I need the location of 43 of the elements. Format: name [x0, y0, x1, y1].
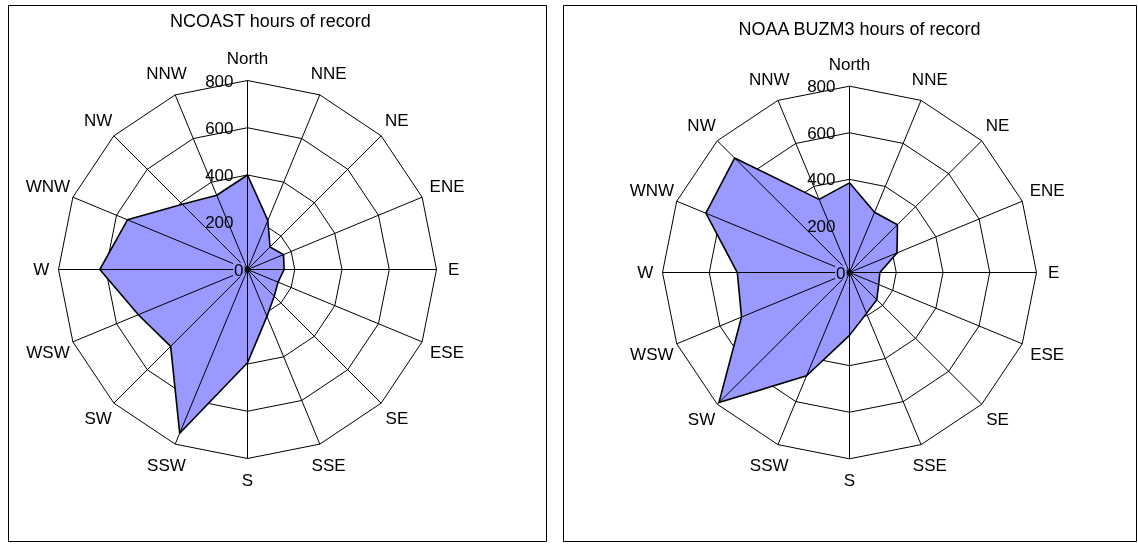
spoke-label: NW: [687, 115, 716, 135]
spoke-label: SSE: [311, 455, 346, 475]
spoke-label: NNW: [146, 64, 187, 84]
y-tick-label: 800: [807, 77, 836, 97]
spoke-label: WSW: [630, 344, 674, 364]
spoke-label: NNW: [748, 69, 790, 89]
spoke-label: ESE: [430, 342, 465, 362]
spoke-label: E: [1048, 263, 1060, 282]
spoke-label: WNW: [629, 181, 675, 201]
y-tick-label: 600: [205, 118, 234, 138]
spoke-label: SW: [84, 409, 112, 429]
spoke-label: S: [843, 471, 856, 491]
chart-title: NOAA BUZM3 hours of record: [738, 19, 981, 40]
spoke-label: SE: [986, 410, 1009, 430]
spoke-label: SSW: [147, 455, 186, 475]
spoke-label: SE: [385, 409, 409, 429]
spoke-label: North: [226, 49, 269, 68]
spoke-label: ENE: [429, 177, 465, 197]
spoke-label: WSW: [26, 342, 70, 362]
spoke-label: W: [637, 263, 654, 282]
y-tick-label: 800: [205, 71, 234, 91]
spoke-label: S: [241, 471, 254, 490]
chart-title: NCOAST hours of record: [169, 10, 371, 31]
spoke-label: SSW: [749, 456, 789, 476]
y-tick-label: 400: [205, 166, 234, 185]
spoke-label: NNE: [310, 64, 347, 84]
spoke-label: NW: [83, 110, 113, 130]
spoke-label: WNW: [25, 177, 71, 197]
spoke-label: NNE: [911, 69, 948, 89]
spoke-label: W: [33, 260, 50, 279]
spoke-label: NE: [985, 115, 1010, 135]
spoke-label: SSE: [912, 456, 947, 476]
y-tick-label: 200: [807, 216, 836, 236]
spoke-label: North: [828, 54, 871, 74]
y-tick-label: 0: [234, 260, 244, 280]
y-tick-label: 0: [836, 263, 846, 283]
spoke-label: ENE: [1029, 181, 1065, 201]
spoke-label: SW: [687, 410, 716, 430]
spoke-label: NE: [385, 110, 409, 130]
y-tick-label: 200: [205, 213, 234, 233]
spoke-label: E: [448, 260, 460, 279]
y-tick-label: 600: [807, 123, 836, 143]
spoke-label: ESE: [1030, 344, 1065, 364]
